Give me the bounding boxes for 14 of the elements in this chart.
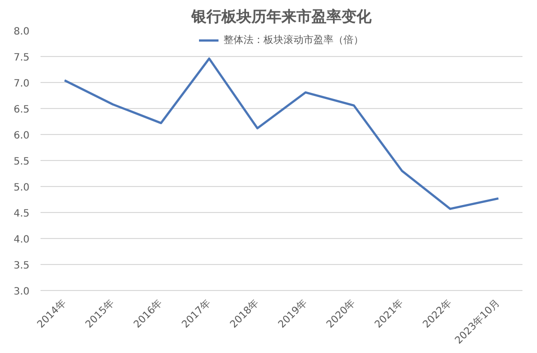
line-series <box>63 57 500 210</box>
chart-title: 银行板块历年来市盈率变化 <box>190 8 372 26</box>
y-tick-label: 7.5 <box>14 52 30 64</box>
y-tick-label: 4.0 <box>14 234 30 246</box>
legend-label: 整体法：板块滚动市盈率（倍） <box>224 34 364 47</box>
y-tick-label: 3.0 <box>14 286 30 298</box>
y-tick-label: 3.5 <box>14 260 30 272</box>
y-tick-label: 6.5 <box>14 104 30 116</box>
y-tick-label: 5.5 <box>14 156 30 168</box>
y-tick-label: 6.0 <box>14 130 30 142</box>
y-tick-label: 5.0 <box>14 182 30 194</box>
y-tick-label: 8.0 <box>14 26 30 38</box>
y-tick-label: 7.0 <box>14 78 30 90</box>
y-tick-label: 4.5 <box>14 208 30 220</box>
